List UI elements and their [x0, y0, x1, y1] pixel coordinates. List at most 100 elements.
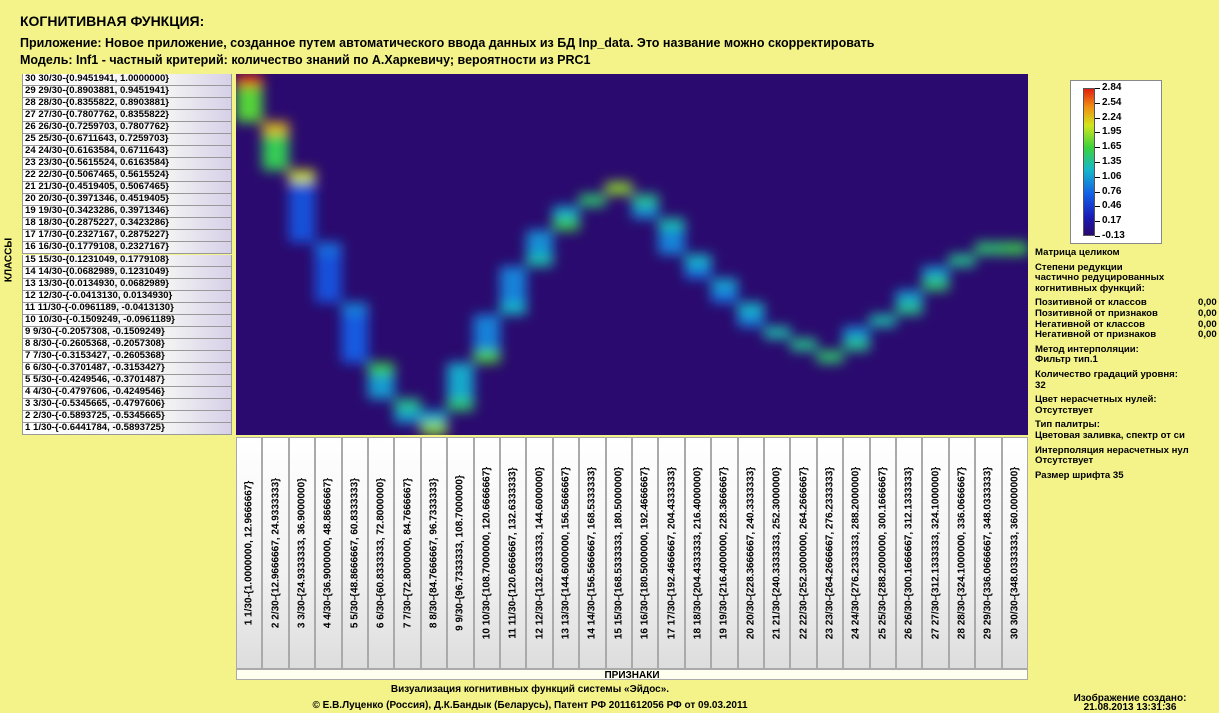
colorbar-tick	[1095, 147, 1100, 149]
row-label: 14 14/30-{0.0682989, 0.1231049}	[22, 266, 232, 279]
heatmap-cell	[288, 182, 316, 195]
heatmap-cell	[473, 338, 500, 351]
colorbar-tick-label: 2.24	[1102, 111, 1122, 123]
heatmap-cell	[975, 242, 1002, 255]
colorbar-gradient	[1083, 88, 1095, 236]
colorbar-tick	[1095, 162, 1100, 163]
column-label: 8 8/30-{84.7666667, 96.7333333}	[420, 437, 448, 669]
heatmap-cell	[368, 386, 395, 399]
heatmap-cell	[684, 254, 712, 267]
footer-line-1: Визуализация когнитивных функций системы…	[390, 684, 670, 695]
neg-classes-row: Негативной от классов 0,00	[1035, 318, 1217, 330]
heatmap-cell	[315, 242, 342, 255]
colorbar-tick	[1095, 191, 1100, 193]
heatmap-cell	[262, 122, 289, 135]
created-value: 21.08.2013 13:31:36	[1083, 702, 1177, 713]
row-label: 20 20/30-{0.3971346, 0.4519405}	[22, 194, 232, 207]
levels-label: Количество градаций уровня:	[1035, 368, 1178, 380]
interp-method-label: Метод интерполяции:	[1035, 343, 1139, 355]
column-label: 11 11/30-{120.6666667, 132.6333333}	[500, 437, 527, 669]
heatmap-cell	[236, 98, 263, 111]
heatmap-cell	[236, 110, 263, 123]
heatmap-cell	[315, 278, 342, 291]
column-label: 29 29/30-{336.0666667, 348.0333333}	[975, 437, 1002, 669]
levels-value: 32	[1035, 379, 1046, 391]
heatmap-cell	[526, 254, 553, 267]
heatmap-cell	[288, 230, 316, 243]
footer-line-2: © Е.В.Луценко (Россия), Д.К.Бандык (Бела…	[312, 700, 748, 711]
row-label: 2 2/30-{-0.5893725, -0.5345665}	[22, 410, 232, 423]
heatmap-cell	[579, 194, 606, 207]
column-label: 13 13/30-{144.6000000, 156.5666667}	[552, 437, 580, 669]
column-label: 30 30/30-{348.0333333, 360.0000000}	[1001, 437, 1028, 669]
heatmap-cell	[288, 218, 316, 231]
column-labels: 1 1/30-{1.0000000, 12.9666667} 2 2/30-{12…	[236, 437, 1028, 669]
heatmap-cell	[922, 266, 949, 279]
column-label: 26 26/30-{300.1666667, 312.1333333}	[896, 437, 923, 669]
row-label: 22 22/30-{0.5067465, 0.5615524}	[22, 170, 232, 183]
heatmap-cell	[447, 386, 474, 399]
heatmap-cell	[341, 314, 368, 327]
column-label: 7 7/30-{72.8000000, 84.7666667}	[394, 437, 421, 669]
heatmap-cell	[948, 254, 976, 267]
colorbar-tick	[1095, 236, 1100, 237]
zero-color-value: Отсутствует	[1035, 404, 1094, 416]
reduction-title-3: когнитивных функций:	[1035, 282, 1145, 294]
colorbar-tick	[1095, 221, 1100, 223]
heatmap-cell	[262, 134, 289, 147]
row-label: 19 19/30-{0.3423286, 0.3971346}	[22, 206, 232, 219]
row-label: 26 26/30-{0.7259703, 0.7807762}	[22, 122, 232, 135]
colorbar-tick-label: -0.13	[1102, 230, 1125, 241]
column-label: 21 21/30-{240.3333333, 252.3000000}	[764, 437, 791, 669]
heatmap-cell	[711, 278, 738, 291]
column-label: 2 2/30-{12.9666667, 24.9333333}	[262, 437, 289, 669]
column-label: 25 25/30-{288.2000000, 300.1666667}	[869, 437, 896, 669]
colorbar-tick-label: 1.06	[1102, 170, 1122, 182]
heatmap-cell	[288, 170, 316, 183]
heatmap-cell	[658, 242, 685, 255]
heatmap-background	[236, 74, 1028, 435]
heatmap-cell	[737, 302, 764, 315]
page-title: КОГНИТИВНАЯ ФУНКЦИЯ:	[20, 13, 205, 29]
row-label: 23 23/30-{0.5615524, 0.6163584}	[22, 158, 232, 171]
row-label: 28 28/30-{0.8355822, 0.8903881}	[22, 98, 232, 111]
heatmap-cell	[394, 398, 421, 411]
column-label: 28 28/30-{324.1000000, 336.0666667}	[948, 437, 976, 669]
column-label: 1 1/30-{1.0000000, 12.9666667}	[236, 437, 263, 669]
row-label: 30 30/30-{0.9451941, 1.0000000}	[22, 74, 232, 87]
row-label: 7 7/30-{-0.3153427, -0.2605368}	[22, 350, 232, 363]
heatmap-cell	[526, 230, 553, 243]
colorbar-tick	[1095, 176, 1100, 178]
colorbar-tick-label: 2.54	[1102, 96, 1122, 108]
heatmap-cells	[236, 74, 1028, 435]
row-label: 18 18/30-{0.2875227, 0.3423286}	[22, 218, 232, 231]
heatmap-cell	[552, 218, 580, 231]
heatmap-cell	[896, 302, 923, 315]
heatmap-cell	[605, 182, 632, 195]
heatmap-cell	[684, 266, 712, 279]
colorbar-legend: 2.84 2.54 2.24 1.95 1.65 1.35 1.06 0.76 0.46 0.17…	[1070, 80, 1162, 244]
colorbar-tick-label: 0.76	[1102, 185, 1122, 197]
heatmap-cell	[447, 362, 474, 375]
heatmap-cell	[288, 194, 316, 207]
heatmap-cell	[843, 326, 870, 339]
row-label: 5 5/30-{-0.4249546, -0.3701487}	[22, 374, 232, 387]
row-label: 24 24/30-{0.6163584, 0.6711643}	[22, 146, 232, 159]
row-label: 15 15/30-{0.1231049, 0.1779108}	[22, 254, 232, 267]
colorbar-tick	[1095, 88, 1100, 89]
row-label: 17 17/30-{0.2327167, 0.2875227}	[22, 230, 232, 243]
column-label: 3 3/30-{24.9333333, 36.9000000}	[288, 437, 316, 669]
row-label: 11 11/30-{-0.0961189, -0.0413130}	[22, 302, 232, 315]
row-label: 12 12/30-{-0.0413130, 0.0134930}	[22, 290, 232, 303]
row-label: 3 3/30-{-0.5345665, -0.4797606}	[22, 398, 232, 411]
heatmap-cell	[420, 422, 448, 435]
y-axis-title: КЛАССЫ	[3, 237, 15, 283]
row-label: 1 1/30-{-0.6441784, -0.5893725}	[22, 422, 232, 435]
heatmap-cell	[341, 338, 368, 351]
heatmap-cell	[632, 206, 659, 219]
colorbar-tick-label: 1.35	[1102, 156, 1122, 167]
heatmap-cell	[394, 410, 421, 423]
app-description: Приложение: Новое приложение, созданное …	[20, 36, 875, 50]
column-label: 5 5/30-{48.8666667, 60.8333333}	[341, 437, 368, 669]
colorbar-tick-label: 0.46	[1102, 200, 1122, 212]
